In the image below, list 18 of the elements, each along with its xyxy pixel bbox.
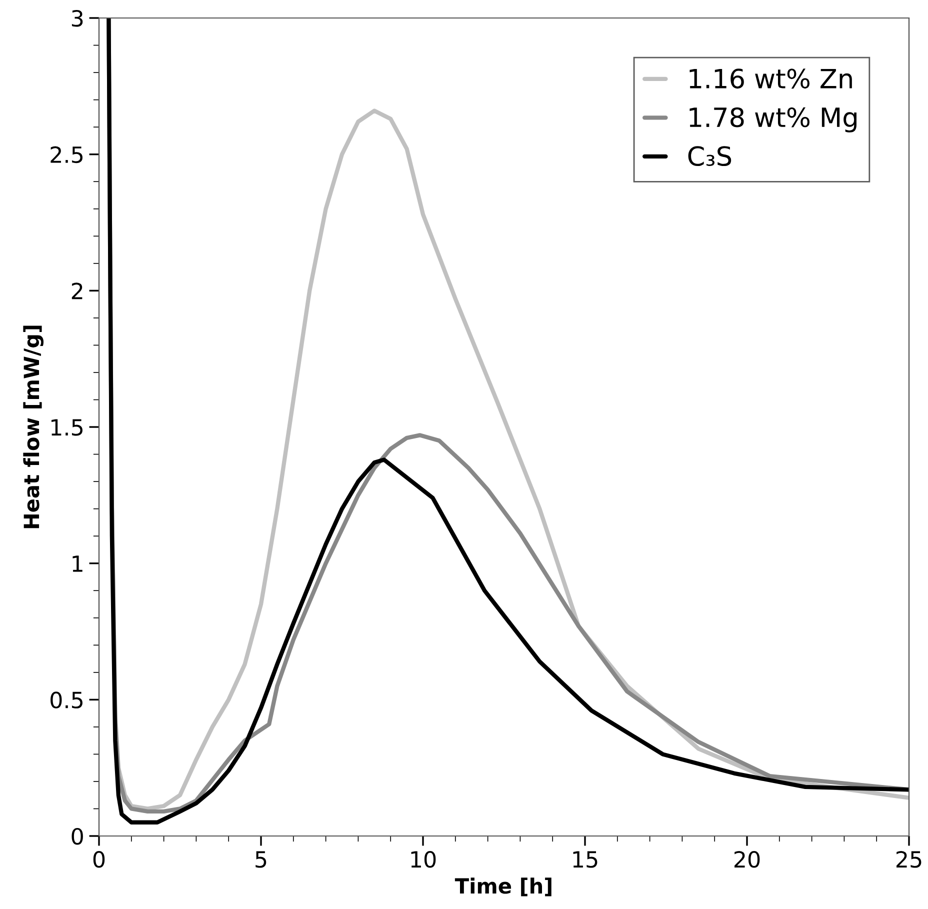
x-tick-label: 10 <box>411 850 436 868</box>
y-tick-label: 1.5 <box>52 419 82 436</box>
y-axis-title: Heat flow [mW/g] <box>23 326 44 528</box>
x-tick-label: 15 <box>573 851 598 868</box>
x-axis-title: Time [h] <box>454 878 552 896</box>
x-tick-label: 20 <box>734 850 760 868</box>
y-tick-label: 0 <box>72 828 83 845</box>
y-tick-label: 2.5 <box>50 146 82 164</box>
legend-label: 1.16 wt% Zn <box>690 68 852 89</box>
y-tick-label: 2 <box>72 282 82 300</box>
x-tick-label: 25 <box>896 850 922 868</box>
x-tick-label: 5 <box>256 851 266 868</box>
legend-label: 1.78 wt% Mg <box>690 107 856 132</box>
y-tick-label: 1 <box>72 556 82 572</box>
x-tick-label: 0 <box>93 850 105 868</box>
legend-label: C₃S <box>688 146 732 166</box>
y-tick-label: 0.5 <box>50 692 82 708</box>
y-tick-label: 3 <box>72 10 83 27</box>
